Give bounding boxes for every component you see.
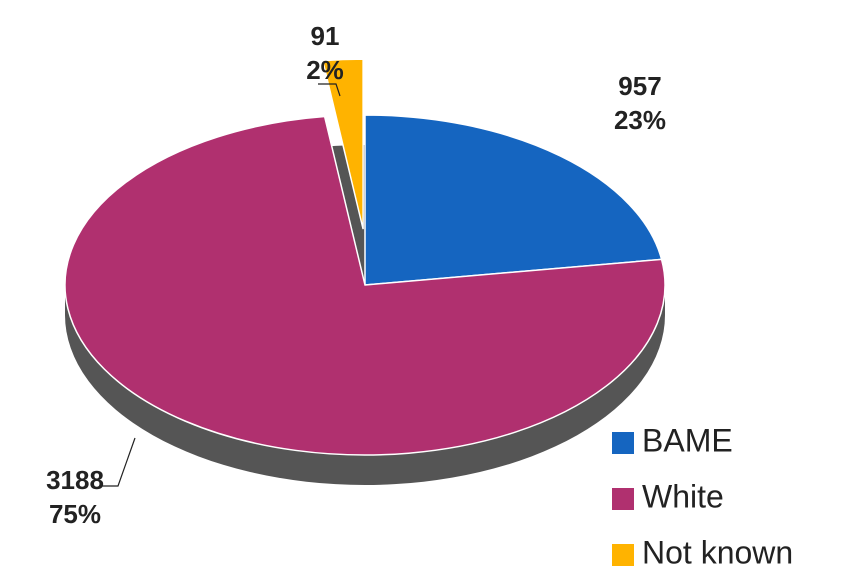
pie-slice bbox=[364, 114, 663, 286]
legend-swatch bbox=[612, 544, 634, 566]
legend-swatch bbox=[612, 432, 634, 454]
percent-label: 2% bbox=[306, 55, 344, 85]
pie-slice bbox=[64, 115, 666, 456]
leader-line bbox=[318, 83, 341, 97]
data-label: 957 bbox=[618, 71, 661, 101]
leader-line bbox=[100, 437, 136, 487]
legend-label: White bbox=[642, 478, 724, 514]
data-label: 91 bbox=[311, 21, 340, 51]
percent-label: 75% bbox=[49, 499, 101, 529]
data-label: 3188 bbox=[46, 465, 104, 495]
percent-label: 23% bbox=[614, 105, 666, 135]
legend-swatch bbox=[612, 488, 634, 510]
legend-label: BAME bbox=[642, 422, 733, 458]
pie-slice bbox=[321, 58, 364, 230]
legend-label: Not known bbox=[642, 534, 793, 570]
